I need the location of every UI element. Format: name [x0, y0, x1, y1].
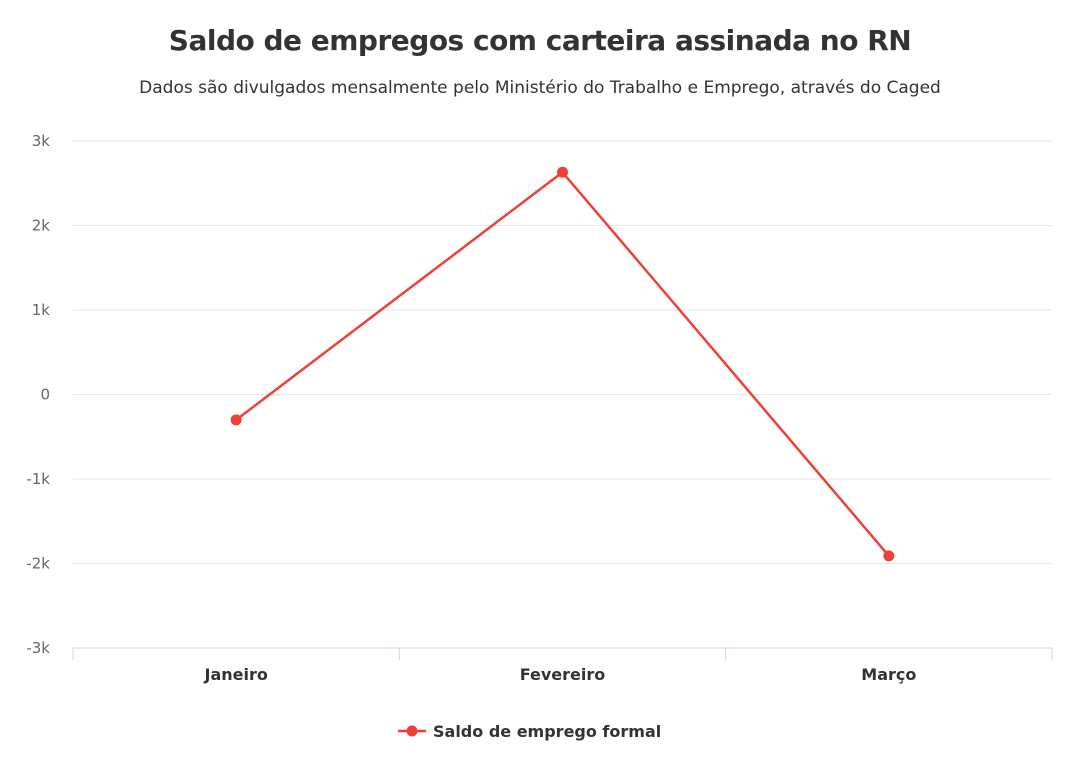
y-tick-label: -2k	[26, 555, 50, 573]
data-point	[883, 550, 895, 562]
y-tick-label: -3k	[26, 639, 50, 657]
legend-label: Saldo de emprego formal	[433, 722, 661, 741]
x-tick-label: Janeiro	[203, 665, 267, 684]
y-tick-label: 1k	[32, 301, 51, 319]
y-tick-label: 2k	[32, 217, 51, 235]
legend-marker	[406, 725, 418, 737]
data-point	[557, 166, 568, 178]
data-point	[230, 414, 242, 426]
x-tick-label: Fevereiro	[520, 665, 606, 684]
x-tick-label: Março	[861, 665, 916, 684]
y-tick-label: 3k	[32, 132, 51, 150]
chart-subtitle: Dados são divulgados mensalmente pelo Mi…	[139, 78, 941, 98]
series-line	[235, 171, 890, 557]
y-tick-label: 0	[40, 386, 50, 404]
chart-title: Saldo de empregos com carteira assinada …	[168, 24, 912, 57]
y-tick-label: -1k	[26, 470, 50, 488]
